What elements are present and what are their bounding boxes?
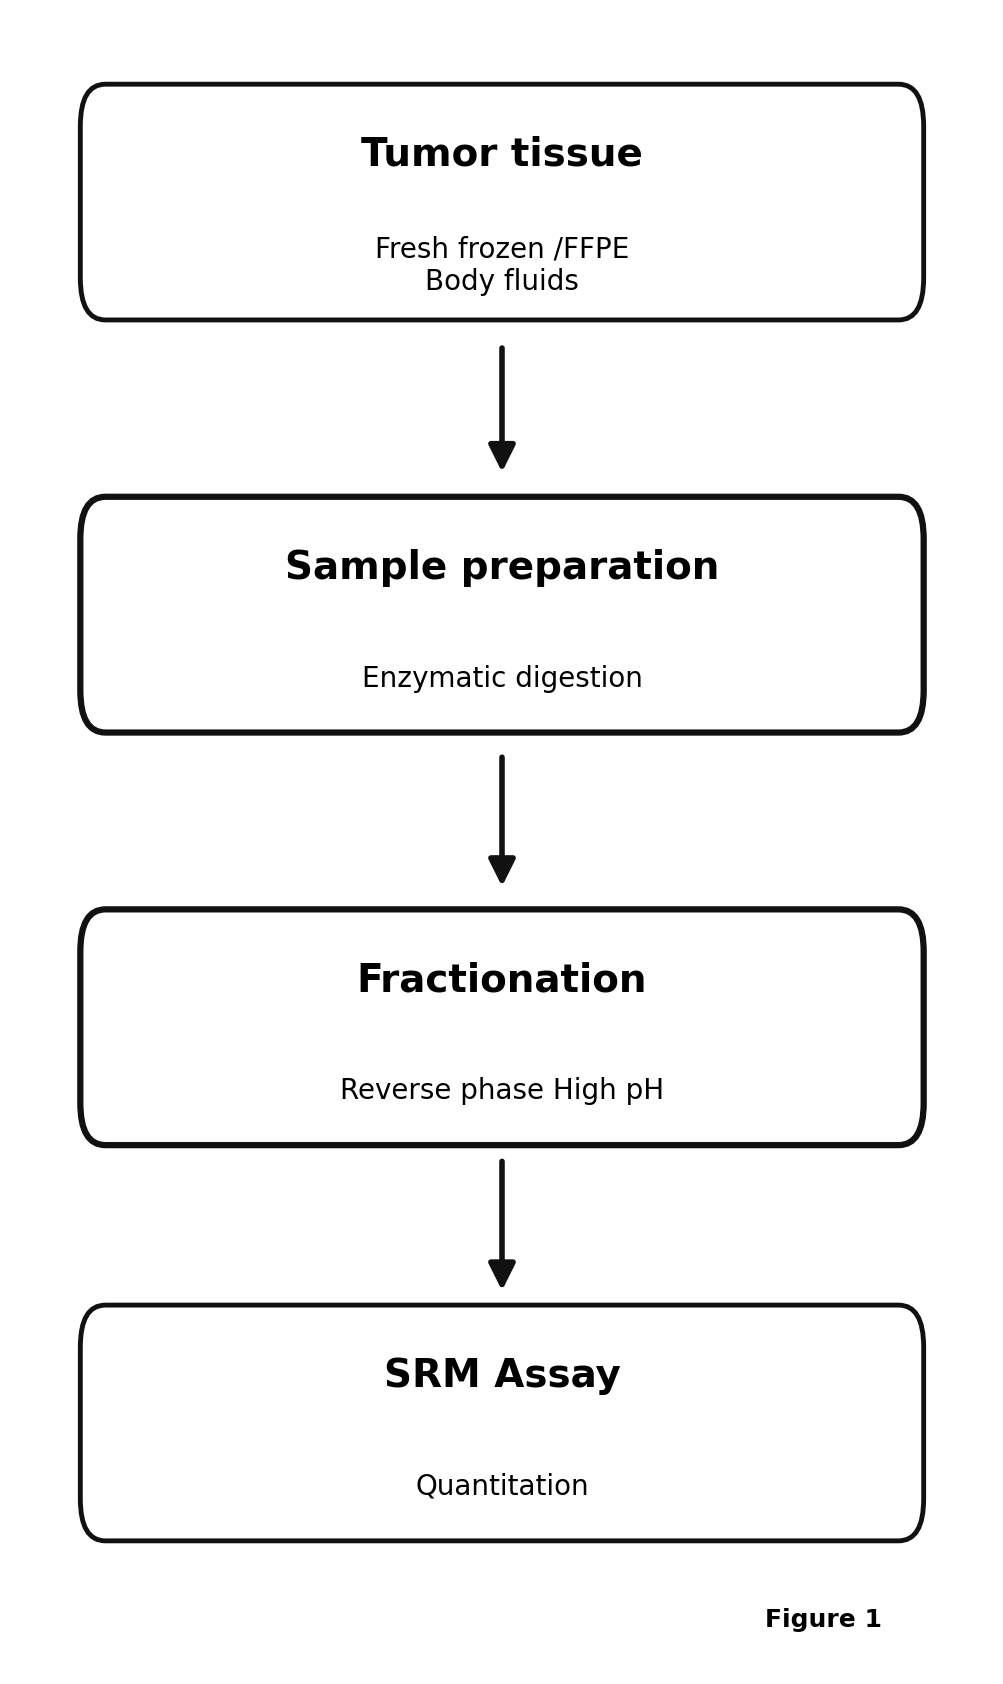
- Text: Fresh frozen /FFPE
Body fluids: Fresh frozen /FFPE Body fluids: [374, 236, 629, 296]
- Text: SRM Assay: SRM Assay: [383, 1357, 620, 1394]
- Text: Quantitation: Quantitation: [415, 1474, 588, 1500]
- Text: Sample preparation: Sample preparation: [285, 549, 718, 586]
- FancyBboxPatch shape: [80, 1305, 923, 1541]
- Text: Fractionation: Fractionation: [356, 962, 647, 999]
- FancyBboxPatch shape: [80, 909, 923, 1145]
- Text: Reverse phase High pH: Reverse phase High pH: [340, 1078, 663, 1105]
- Text: Figure 1: Figure 1: [764, 1608, 881, 1632]
- Text: Enzymatic digestion: Enzymatic digestion: [361, 665, 642, 692]
- FancyBboxPatch shape: [80, 84, 923, 320]
- Text: Tumor tissue: Tumor tissue: [361, 136, 642, 173]
- FancyBboxPatch shape: [80, 497, 923, 733]
